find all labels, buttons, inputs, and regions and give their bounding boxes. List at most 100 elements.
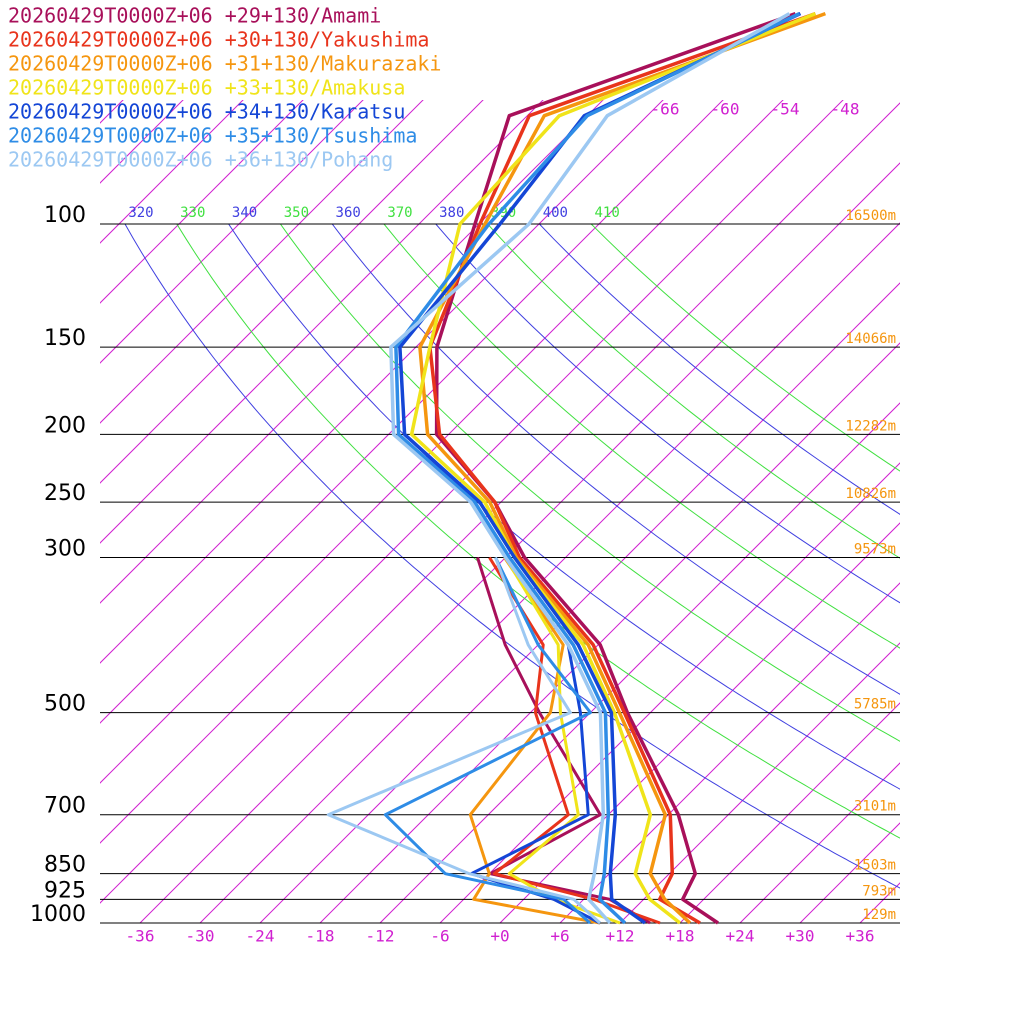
temperature-line <box>428 11 816 925</box>
isotherm-label: -54 <box>771 100 800 119</box>
dewpoint-line <box>383 556 592 925</box>
height-label: 14066m <box>845 331 896 347</box>
x-tick-label: +12 <box>606 927 635 946</box>
isotherm <box>100 100 424 424</box>
x-tick-label: -18 <box>306 927 335 946</box>
dry-adiabat <box>538 224 900 515</box>
theta-label: 320 <box>128 205 153 221</box>
x-tick-label: +24 <box>726 927 755 946</box>
height-label: 9573m <box>854 542 896 558</box>
isotherm <box>100 100 664 664</box>
isotherm <box>799 822 900 923</box>
theta-label: 410 <box>595 205 620 221</box>
isotherm <box>619 642 900 923</box>
isotherm <box>739 762 900 923</box>
dry-adiabat <box>124 224 900 889</box>
legend-entry: 20260429T0000Z+06 +30+130/Yakushima <box>8 28 429 52</box>
isotherm <box>679 702 900 923</box>
y-tick-label: 250 <box>44 481 86 506</box>
height-label: 12282m <box>845 418 896 434</box>
isotherm-label: -66 <box>651 100 680 119</box>
dry-adiabat <box>435 224 900 604</box>
isotherm <box>379 402 900 923</box>
theta-label: 340 <box>232 205 257 221</box>
dry-adiabat <box>331 224 900 695</box>
theta-label: 400 <box>543 205 568 221</box>
theta-label: 370 <box>387 205 412 221</box>
x-tick-label: -6 <box>430 927 449 946</box>
isotherm <box>199 222 900 923</box>
theta-label: 350 <box>284 205 309 221</box>
y-tick-label: 850 <box>44 853 86 878</box>
y-tick-label: 700 <box>44 794 86 819</box>
isotherm <box>259 282 900 923</box>
legend-entry: 20260429T0000Z+06 +35+130/Tsushima <box>8 124 417 148</box>
dry-adiabat <box>383 224 900 649</box>
temperature-line <box>418 11 826 925</box>
x-tick-label: +0 <box>490 927 509 946</box>
isotherm <box>100 102 900 904</box>
isotherm <box>439 462 900 923</box>
adiabats <box>124 224 900 889</box>
isotherm <box>100 100 604 604</box>
theta-label: 360 <box>336 205 361 221</box>
dry-adiabat <box>176 224 900 839</box>
isotherm <box>100 100 844 844</box>
temperature-line <box>389 12 791 925</box>
dewpoint-line <box>476 557 651 925</box>
theta-label: 380 <box>439 205 464 221</box>
x-tick-label: -30 <box>186 927 215 946</box>
legend-entry: 20260429T0000Z+06 +36+130/Pohang <box>8 148 393 172</box>
isotherm <box>559 582 900 923</box>
dry-adiabat <box>590 224 900 472</box>
theta-label: 330 <box>180 205 205 221</box>
dry-adiabat <box>486 224 900 559</box>
isotherm <box>100 100 724 724</box>
legend-entry: 20260429T0000Z+06 +29+130/Amami <box>8 4 381 28</box>
dewpoint-line <box>468 556 601 925</box>
height-label: 793m <box>862 883 896 899</box>
x-tick-label: +18 <box>666 927 695 946</box>
y-tick-label: 150 <box>44 326 86 351</box>
temperature-line <box>434 11 796 925</box>
y-tick-label: 300 <box>44 537 86 562</box>
x-tick-label: +30 <box>786 927 815 946</box>
isotherm-label: -48 <box>831 100 860 119</box>
isotherm <box>100 100 544 544</box>
isotherm <box>100 100 484 484</box>
height-label: 3101m <box>854 799 896 815</box>
isotherm <box>139 162 900 923</box>
dewpoint-line <box>326 556 602 925</box>
legend-entry: 20260429T0000Z+06 +33+130/Amakusa <box>8 76 405 100</box>
y-tick-label: 1000 <box>30 902 86 927</box>
height-label: 16500m <box>845 208 896 224</box>
y-tick-label: 100 <box>44 203 86 228</box>
isotherm <box>100 100 184 184</box>
height-label: 5785m <box>854 697 896 713</box>
legend-entry: 20260429T0000Z+06 +31+130/Makurazaki <box>8 52 441 76</box>
y-tick-label: 925 <box>44 878 86 903</box>
y-tick-label: 500 <box>44 692 86 717</box>
temperature-line <box>398 12 802 925</box>
isotherm <box>100 100 364 364</box>
height-label: 129m <box>862 907 896 923</box>
x-tick-label: -12 <box>366 927 395 946</box>
x-tick-label: -36 <box>126 927 155 946</box>
x-tick-label: +36 <box>846 927 875 946</box>
isotherm-label: -60 <box>711 100 740 119</box>
isotherm <box>100 100 784 784</box>
legend-entry: 20260429T0000Z+06 +34+130/Karatsu <box>8 100 405 124</box>
isotherm <box>100 100 244 244</box>
temperature-line <box>394 12 801 925</box>
height-label: 1503m <box>854 858 896 874</box>
dewpoint-line <box>488 556 661 925</box>
x-tick-label: -24 <box>246 927 275 946</box>
dry-adiabat <box>279 224 900 742</box>
height-label: 10826m <box>845 486 896 502</box>
isotherm <box>100 100 304 304</box>
x-tick-label: +6 <box>550 927 569 946</box>
dry-adiabat <box>228 224 900 790</box>
